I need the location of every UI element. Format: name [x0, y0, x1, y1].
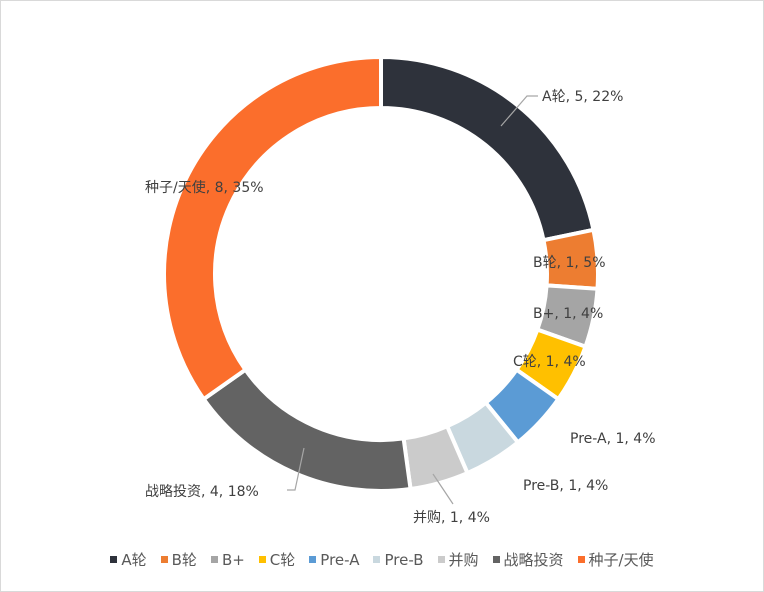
leader-line — [432, 473, 454, 505]
legend-item[interactable]: A轮 — [110, 549, 147, 570]
legend-swatch-icon — [492, 556, 500, 563]
data-labels: A轮, 5, 22% B轮, 1, 5% B+, 1, 4% C轮, 1, 4% Pre… — [145, 89, 656, 526]
legend-swatch-icon — [373, 556, 381, 563]
legend-item[interactable]: 并购 — [437, 549, 479, 570]
legend-swatch-icon — [210, 556, 218, 563]
data-label: B+, 1, 4% — [533, 306, 603, 322]
legend-item[interactable]: C轮 — [258, 549, 296, 570]
leader-line — [500, 95, 538, 127]
leader-lines — [287, 95, 538, 505]
donut-slice — [200, 366, 413, 493]
legend-label: 种子/天使 — [588, 551, 654, 569]
legend-label: Pre-A — [320, 550, 360, 569]
legend-swatch-icon — [437, 556, 445, 563]
legend-item[interactable]: 种子/天使 — [577, 549, 654, 570]
data-label: Pre-A, 1, 4% — [570, 431, 656, 447]
legend-label: 战略投资 — [503, 551, 564, 569]
legend-label: A轮 — [121, 551, 147, 569]
legend-label: C轮 — [269, 551, 296, 569]
data-label: Pre-B, 1, 4% — [523, 478, 608, 494]
legend-item[interactable]: B轮 — [160, 549, 197, 570]
legend-label: B+ — [221, 550, 245, 569]
legend-label: 并购 — [448, 551, 479, 569]
legend-label: B轮 — [171, 551, 197, 569]
legend-swatch-icon — [309, 556, 317, 563]
donut-slices — [162, 54, 600, 493]
data-label: 种子/天使, 8, 35% — [145, 179, 264, 196]
leader-line — [287, 447, 305, 491]
legend-swatch-icon — [160, 556, 168, 563]
legend-swatch-icon — [110, 556, 118, 563]
legend-swatch-icon — [258, 556, 266, 563]
legend-swatch-icon — [577, 556, 585, 563]
data-label: A轮, 5, 22% — [542, 89, 623, 105]
donut-slice — [379, 54, 596, 243]
data-label: 并购, 1, 4% — [413, 510, 490, 526]
data-label: B轮, 1, 5% — [533, 255, 606, 271]
legend-label: Pre-B — [384, 550, 424, 569]
donut-slice — [162, 54, 383, 402]
legend-item[interactable]: B+ — [210, 549, 245, 570]
legend-item[interactable]: Pre-A — [309, 549, 359, 570]
data-label: 战略投资, 4, 18% — [145, 484, 259, 500]
legend-item[interactable]: Pre-B — [373, 549, 424, 570]
legend-item[interactable]: 战略投资 — [492, 549, 564, 570]
chart-legend: A轮 B轮 B+ C轮 Pre-A Pre-B 并购 战略投资 种子/天使 — [0, 549, 764, 570]
data-label: C轮, 1, 4% — [513, 354, 586, 370]
